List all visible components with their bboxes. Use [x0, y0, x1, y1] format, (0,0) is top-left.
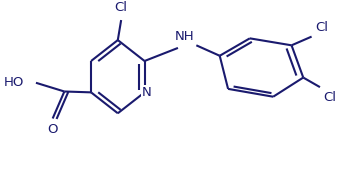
- Text: Cl: Cl: [315, 21, 328, 34]
- Text: Cl: Cl: [115, 1, 128, 14]
- Text: N: N: [141, 86, 151, 99]
- Text: Cl: Cl: [323, 91, 337, 104]
- Text: O: O: [47, 123, 58, 136]
- Text: NH: NH: [175, 30, 194, 43]
- Text: HO: HO: [4, 76, 24, 89]
